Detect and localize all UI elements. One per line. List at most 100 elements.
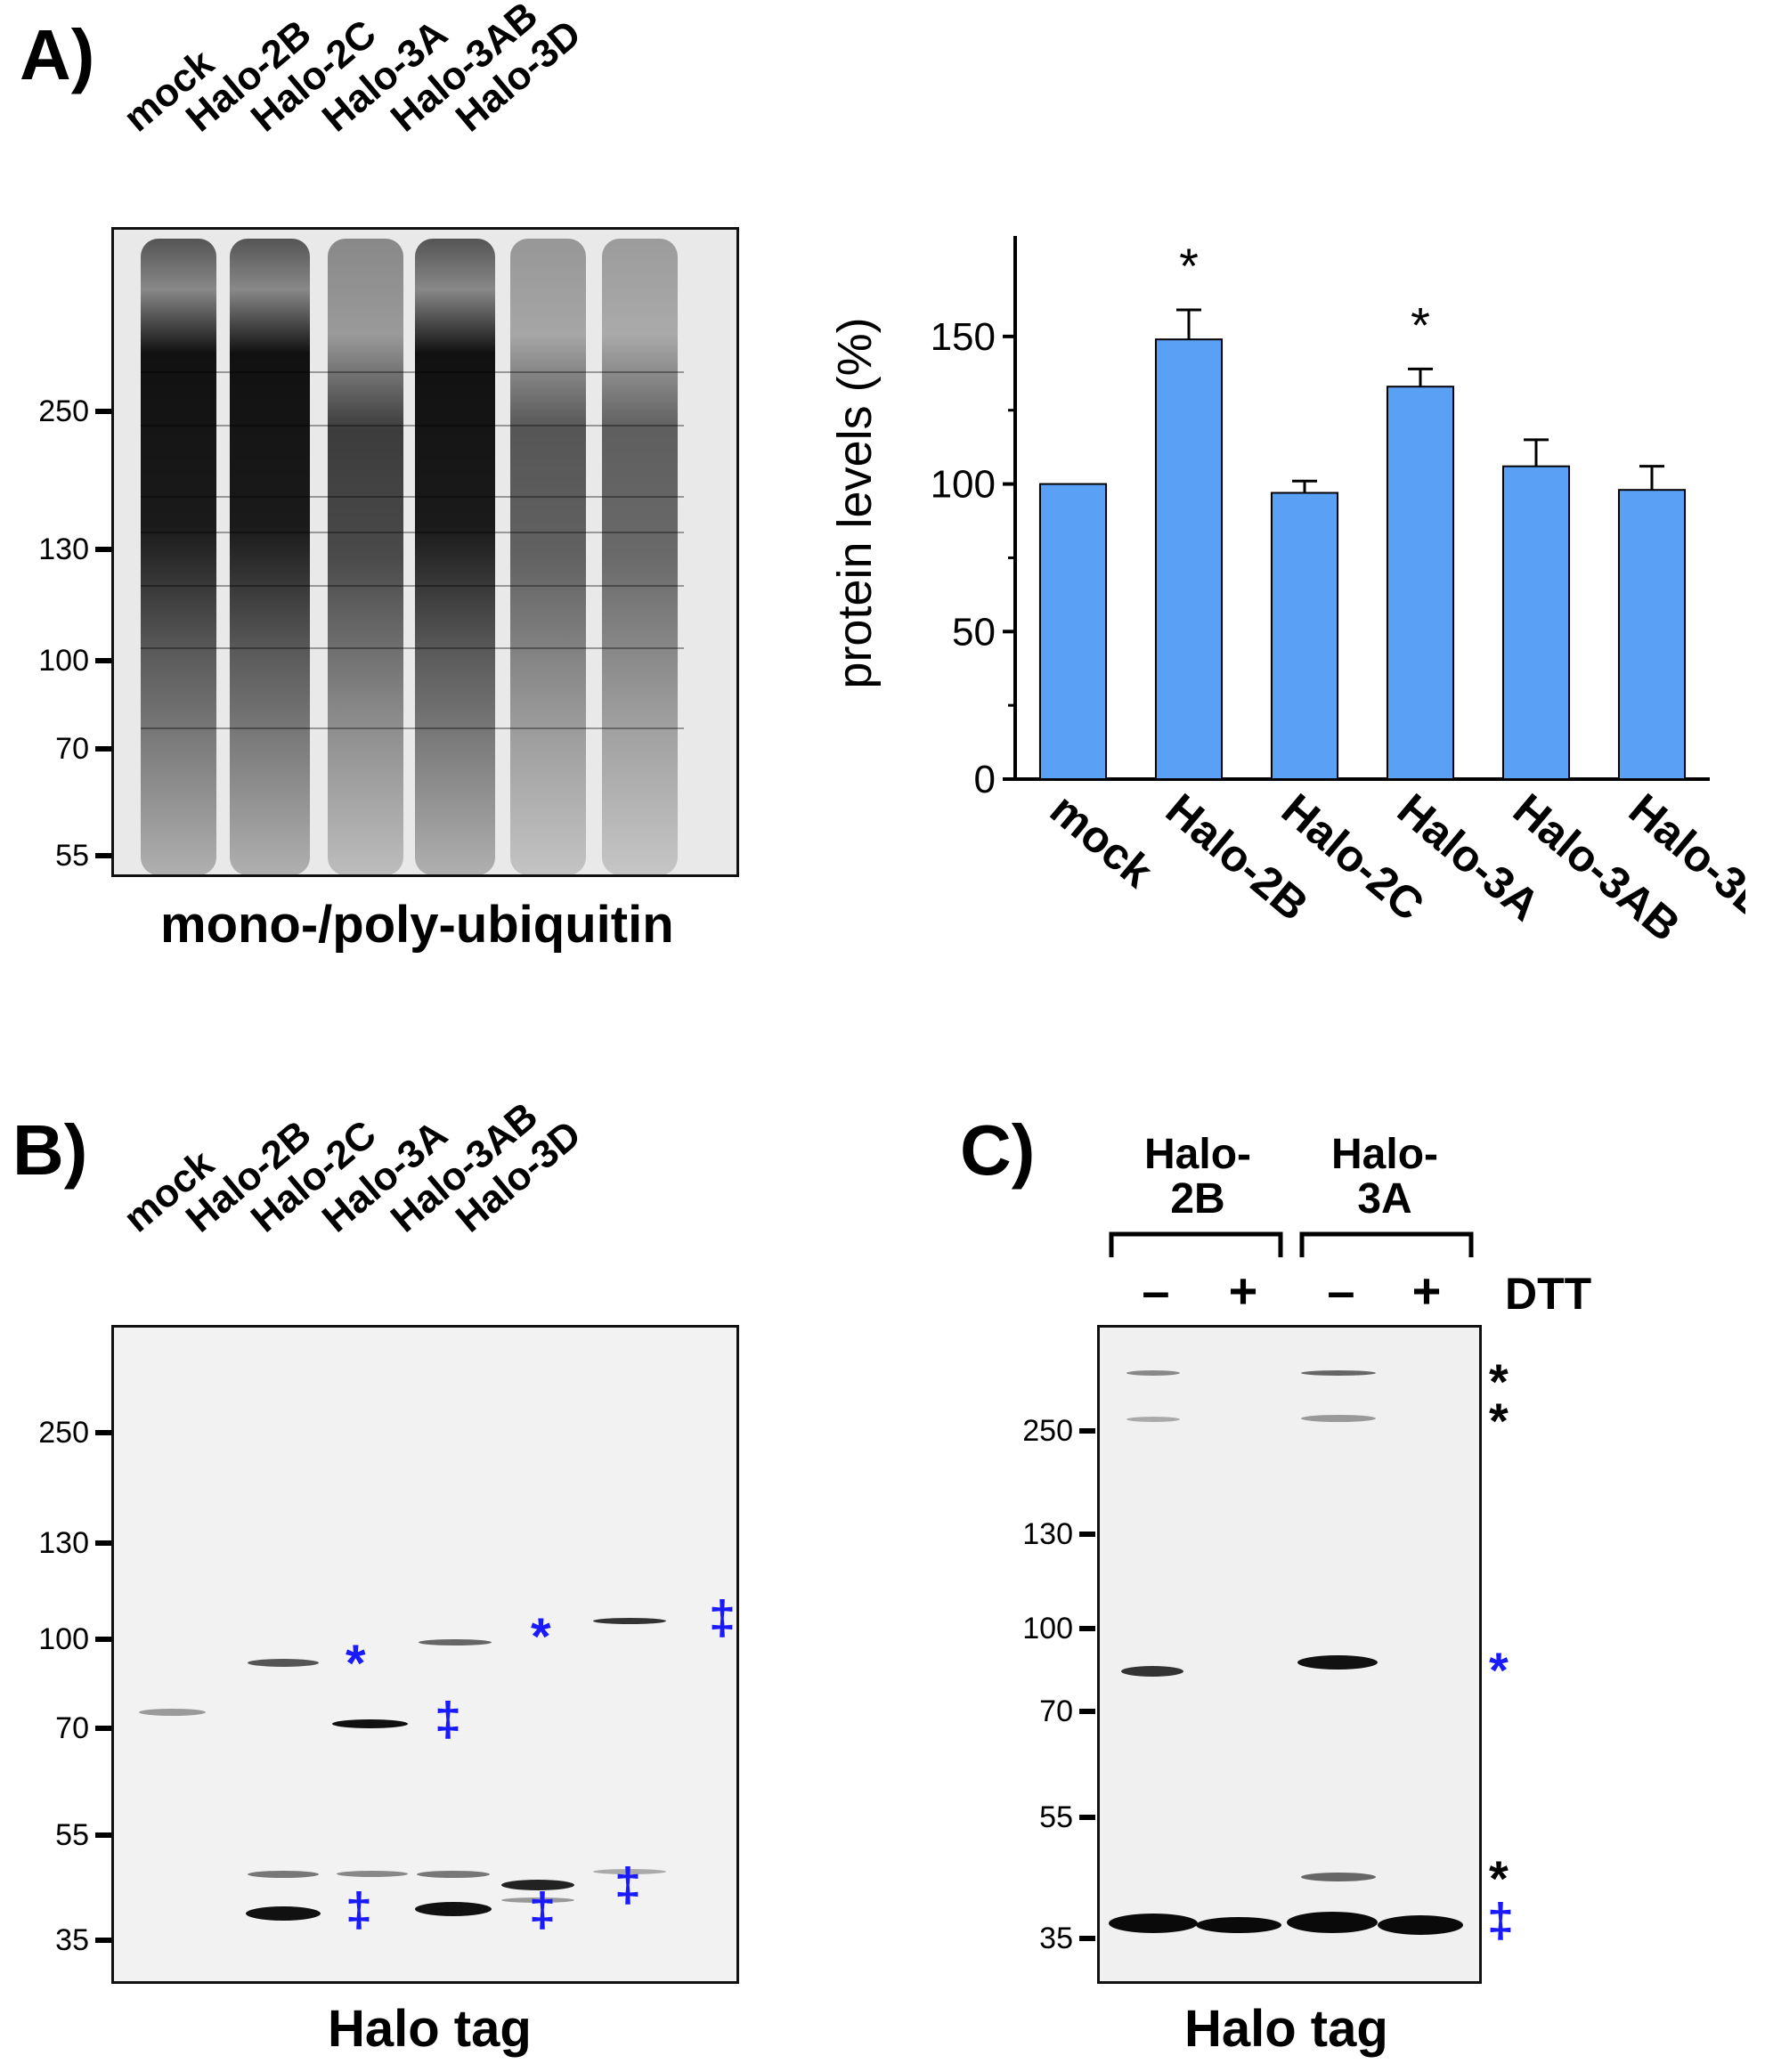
bar xyxy=(1501,465,1571,780)
asterisk-marker: * xyxy=(531,1608,551,1666)
y-tick-label: 150 xyxy=(931,315,996,359)
band xyxy=(1301,1415,1376,1422)
double-dagger-marker: ‡ xyxy=(346,1883,373,1937)
double-dagger-marker: ‡ xyxy=(709,1591,736,1645)
band xyxy=(501,1897,574,1903)
mw-marker: 130 xyxy=(38,1526,89,1560)
double-dagger-marker: ‡ xyxy=(614,1858,642,1912)
mw-tick xyxy=(95,1430,111,1435)
mw-marker: 55 xyxy=(55,1818,89,1852)
band xyxy=(593,1618,666,1624)
mw-marker: 70 xyxy=(55,732,89,766)
mw-tick xyxy=(95,409,111,414)
band xyxy=(1287,1912,1378,1933)
dtt-sign: + xyxy=(1228,1263,1258,1319)
y-tick-label: 0 xyxy=(974,758,996,801)
mw-marker: 100 xyxy=(1022,1612,1073,1645)
mw-tick xyxy=(95,547,111,552)
band xyxy=(501,1880,574,1890)
band xyxy=(337,1871,408,1877)
mw-marker: 130 xyxy=(38,532,89,566)
mw-marker: 55 xyxy=(1039,1800,1073,1834)
asterisk-marker: * xyxy=(1489,1642,1509,1698)
mw-marker: 55 xyxy=(55,839,89,873)
significance-marker: * xyxy=(1411,297,1430,353)
mw-marker: 35 xyxy=(55,1923,89,1957)
band xyxy=(1196,1917,1281,1933)
bar xyxy=(1386,386,1455,780)
band xyxy=(1126,1417,1180,1422)
mw-marker: 70 xyxy=(55,1711,89,1745)
dtt-sign: + xyxy=(1411,1263,1442,1319)
mw-marker: 70 xyxy=(1039,1694,1073,1728)
y-tick-label: 100 xyxy=(931,463,996,507)
band xyxy=(248,1871,319,1878)
band xyxy=(332,1719,408,1728)
significance-marker: * xyxy=(1179,238,1199,294)
bar xyxy=(1270,492,1339,780)
band xyxy=(593,1869,666,1874)
group-label-line: 3A xyxy=(1357,1175,1412,1223)
bar xyxy=(1154,338,1224,781)
mw-marker: 250 xyxy=(1022,1414,1073,1448)
panel-a-caption: mono-/poly-ubiquitin xyxy=(160,896,674,954)
group-label-line: Halo- xyxy=(1331,1131,1438,1178)
band xyxy=(1126,1370,1180,1376)
group-label-line: 2B xyxy=(1170,1175,1225,1223)
band xyxy=(417,1871,490,1878)
bar xyxy=(1617,489,1687,780)
mw-marker: 130 xyxy=(1022,1517,1073,1551)
panel-c-letter: C) xyxy=(960,1110,1036,1190)
halo-tag-blot-c xyxy=(1097,1325,1482,1984)
mw-tick xyxy=(1079,1626,1095,1631)
group-label-line: Halo- xyxy=(1144,1131,1251,1178)
band xyxy=(246,1906,321,1921)
bar xyxy=(1038,483,1108,780)
y-axis-label: protein levels (%) xyxy=(828,317,882,688)
group-label-3a: Halo- 3A xyxy=(1300,1131,1469,1223)
mw-tick xyxy=(1079,1532,1095,1537)
mw-tick xyxy=(95,1832,111,1838)
dtt-sign: – xyxy=(1327,1263,1355,1319)
mw-tick xyxy=(95,1637,111,1642)
band xyxy=(248,1659,319,1667)
asterisk-marker: * xyxy=(1489,1353,1509,1410)
panel-b-caption: Halo tag xyxy=(328,2000,532,2058)
mw-tick xyxy=(1079,1709,1095,1714)
mw-marker: 35 xyxy=(1039,1922,1073,1955)
band xyxy=(1301,1873,1376,1881)
category-label: mock xyxy=(1041,784,1162,898)
mw-tick xyxy=(95,1726,111,1731)
dtt-sign: – xyxy=(1142,1263,1170,1319)
band xyxy=(1297,1655,1378,1670)
band xyxy=(1121,1666,1183,1677)
asterisk-marker: * xyxy=(1489,1850,1509,1906)
mw-marker: 100 xyxy=(38,1622,89,1656)
band xyxy=(415,1902,492,1916)
asterisk-marker: * xyxy=(1489,1393,1509,1449)
mw-marker: 250 xyxy=(38,1416,89,1450)
band xyxy=(419,1639,492,1645)
mw-marker: 250 xyxy=(38,394,89,428)
mw-tick xyxy=(95,1938,111,1943)
ubiquitin-blot xyxy=(111,227,739,877)
panel-a-letter: A) xyxy=(20,15,95,94)
panel-b-letter: B) xyxy=(12,1110,88,1190)
panel-c-caption: Halo tag xyxy=(1184,2000,1388,2058)
mw-tick xyxy=(95,746,111,752)
group-label-2b: Halo- 2B xyxy=(1113,1131,1282,1223)
y-tick-label: 50 xyxy=(952,610,996,654)
mw-tick xyxy=(1079,1936,1095,1941)
halo-tag-blot-b xyxy=(111,1325,739,1984)
band xyxy=(1301,1370,1376,1376)
dtt-label: DTT xyxy=(1505,1269,1592,1319)
mw-tick xyxy=(95,1540,111,1546)
group-brackets xyxy=(1109,1231,1474,1257)
double-dagger-marker: ‡ xyxy=(529,1883,557,1937)
double-dagger-marker: ‡ xyxy=(435,1693,462,1746)
mw-marker: 100 xyxy=(38,644,89,678)
double-dagger-marker: ‡ xyxy=(1487,1894,1515,1947)
asterisk-marker: * xyxy=(346,1635,366,1693)
mw-tick xyxy=(1079,1428,1095,1434)
band xyxy=(139,1709,206,1716)
